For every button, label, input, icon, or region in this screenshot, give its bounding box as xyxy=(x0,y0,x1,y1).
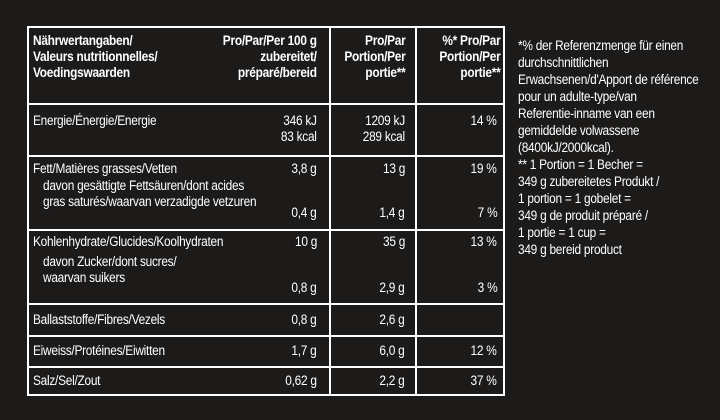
row-fat-name: Fett/Matières grasses/Vetten xyxy=(33,161,177,176)
row-sugars-per100: 0,8 g xyxy=(291,280,317,295)
row-divider-fat xyxy=(29,229,503,231)
column-divider-1 xyxy=(329,28,331,394)
row-saturates-ri: 7 % xyxy=(477,205,497,220)
row-carbs-name: Kohlenhydrate/Glucides/Koolhydraten xyxy=(33,234,224,249)
row-divider-energy xyxy=(29,155,503,157)
row-carbs-portion: 35 g xyxy=(382,234,405,249)
row-sugars-name: davon Zucker/dont sucres/ waarvan suiker… xyxy=(43,254,177,285)
row-energy-ri: 14 % xyxy=(470,113,497,128)
row-salt-ri: 37 % xyxy=(470,373,497,388)
header-per-100g: Pro/Par/Per 100 g zubereitet/ préparé/be… xyxy=(223,33,317,80)
header-per-portion: Pro/Par Portion/Per portie** xyxy=(343,33,405,80)
row-divider-protein xyxy=(29,366,503,368)
header-ri-percent: %* Pro/Par Portion/Per portie** xyxy=(438,33,500,80)
nutrition-table: Nährwertangaben/ Valeurs nutritionnelles… xyxy=(27,26,505,396)
row-fibre-per100: 0,8 g xyxy=(291,312,317,327)
row-fat-per100: 3,8 g xyxy=(291,161,317,176)
row-fat-ri: 19 % xyxy=(470,161,497,176)
header-nutrients: Nährwertangaben/ Valeurs nutritionnelles… xyxy=(33,33,158,80)
row-protein-name: Eiweiss/Protéines/Eiwitten xyxy=(33,343,165,358)
row-carbs-ri: 13 % xyxy=(470,234,497,249)
row-energy-portion: 1209 kJ 289 kcal xyxy=(362,113,405,144)
row-divider-carbs xyxy=(29,303,503,305)
row-fat-portion: 13 g xyxy=(382,161,405,176)
row-saturates-per100: 0,4 g xyxy=(291,205,317,220)
row-saturates-name: davon gesättigte Fettsäuren/dont acides … xyxy=(43,178,257,209)
row-sugars-ri: 3 % xyxy=(477,280,497,295)
row-divider-header xyxy=(29,103,503,105)
row-divider-fibre xyxy=(29,335,503,337)
row-carbs-per100: 10 g xyxy=(294,234,317,249)
row-salt-portion: 2,2 g xyxy=(379,373,405,388)
footnote-text: *% der Referenzmenge für einen durchschn… xyxy=(518,38,699,257)
row-protein-per100: 1,7 g xyxy=(291,343,317,358)
row-fibre-portion: 2,6 g xyxy=(379,312,405,327)
row-protein-portion: 6,0 g xyxy=(379,343,405,358)
row-saturates-portion: 1,4 g xyxy=(379,205,405,220)
row-salt-name: Salz/Sel/Zout xyxy=(33,373,101,388)
column-divider-2 xyxy=(415,28,417,394)
row-energy-per100: 346 kJ 83 kcal xyxy=(281,113,317,144)
row-salt-per100: 0,62 g xyxy=(285,373,318,388)
row-fibre-name: Ballaststoffe/Fibres/Vezels xyxy=(33,312,165,327)
row-energy-name: Energie/Énergie/Energie xyxy=(33,113,157,128)
row-protein-ri: 12 % xyxy=(470,343,497,358)
row-sugars-portion: 2,9 g xyxy=(379,280,405,295)
